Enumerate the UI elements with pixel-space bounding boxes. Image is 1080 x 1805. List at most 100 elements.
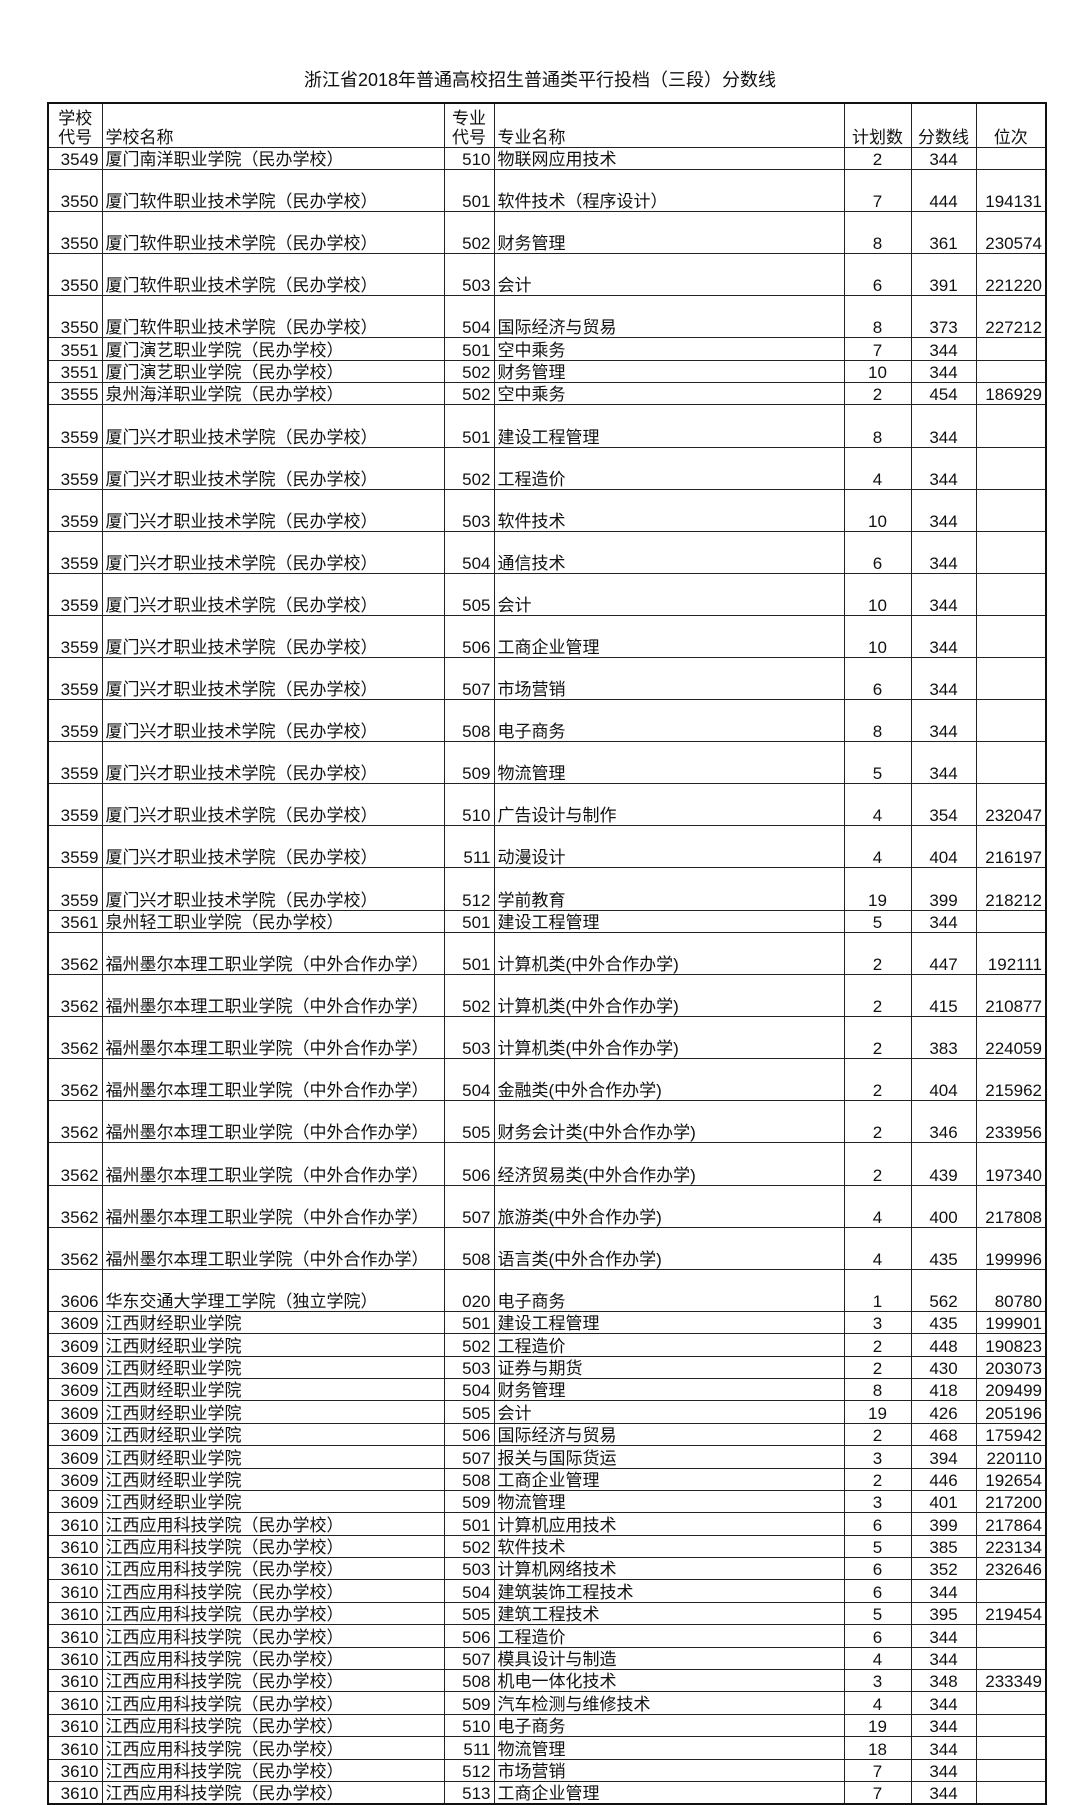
school-name-cell: 厦门软件职业技术学院（民办学校） <box>101 253 445 297</box>
rank-cell: 194131 <box>975 168 1047 212</box>
school-code-cell: 3610 <box>47 1624 103 1648</box>
major-code-cell: 506 <box>443 1142 495 1186</box>
table-row: 3559 厦门兴才职业技术学院（民办学校） 510 广告设计与制作 4 354 232047 <box>47 783 1047 827</box>
table-row: 3559 厦门兴才职业技术学院（民办学校） 502 工程造价 4 344 <box>47 446 1047 490</box>
school-code-cell: 3609 <box>47 1310 103 1335</box>
plan-cell: 2 <box>843 1355 912 1379</box>
major-code-cell: 020 <box>443 1268 495 1312</box>
school-code-cell: 3559 <box>47 404 103 448</box>
major-name-cell: 市场营销 <box>493 656 845 701</box>
school-name-cell: 江西财经职业学院 <box>101 1333 445 1357</box>
school-name-cell: 厦门兴才职业技术学院（民办学校） <box>101 530 445 574</box>
score-cell: 446 <box>910 1467 977 1491</box>
rank-cell <box>975 699 1047 743</box>
major-name-cell: 会计 <box>493 1400 845 1424</box>
major-name-cell: 空中乘务 <box>493 382 845 406</box>
school-code-cell: 3610 <box>47 1691 103 1715</box>
major-name-cell: 财务管理 <box>493 1377 845 1402</box>
major-code-cell: 502 <box>443 1534 495 1559</box>
score-cell: 468 <box>910 1422 977 1447</box>
school-code-cell: 3609 <box>47 1489 103 1514</box>
school-code-cell: 3609 <box>47 1333 103 1357</box>
table-body: 3549 厦门南洋职业学院（民办学校） 510 物联网应用技术 2 344 3550 厦门软件… <box>47 146 1047 1805</box>
plan-cell: 2 <box>843 1467 912 1491</box>
plan-cell: 4 <box>843 1691 912 1715</box>
score-cell: 344 <box>910 1758 977 1783</box>
school-code-cell: 3559 <box>47 488 103 532</box>
major-name-cell: 会计 <box>493 572 845 616</box>
rank-cell <box>975 741 1047 785</box>
plan-cell: 3 <box>843 1445 912 1469</box>
major-name-cell: 汽车检测与维修技术 <box>493 1691 845 1715</box>
school-name-cell: 江西应用科技学院（民办学校） <box>101 1780 445 1805</box>
school-code-cell: 3609 <box>47 1422 103 1447</box>
plan-cell: 5 <box>843 1601 912 1626</box>
score-cell: 444 <box>910 168 977 212</box>
school-name-cell: 华东交通大学理工学院（独立学院） <box>101 1268 445 1312</box>
school-name-cell: 福州墨尔本理工职业学院（中外合作办学） <box>101 1184 445 1228</box>
major-code-cell: 501 <box>443 404 495 448</box>
school-code-cell: 3610 <box>47 1780 103 1805</box>
school-code-cell: 3610 <box>47 1713 103 1738</box>
major-code-cell: 507 <box>443 1646 495 1671</box>
table-row: 3609 江西财经职业学院 505 会计 19 426 205196 <box>47 1400 1047 1424</box>
rank-cell <box>975 1758 1047 1783</box>
major-name-cell: 物流管理 <box>493 741 845 785</box>
score-cell: 354 <box>910 783 977 827</box>
plan-cell: 8 <box>843 404 912 448</box>
score-cell: 448 <box>910 1333 977 1357</box>
document-title: 浙江省2018年普通高校招生普通类平行投档（三段）分数线 <box>303 70 777 90</box>
major-name-cell: 工程造价 <box>493 446 845 490</box>
rank-cell: 192111 <box>975 931 1047 976</box>
school-name-cell: 江西财经职业学院 <box>101 1422 445 1447</box>
header-major-name: 专业名称 <box>493 102 845 148</box>
score-table: 学校代号 学校名称 专业代号 专业名称 计划数 分数线 位次 3549 厦门南洋职… <box>47 102 1047 1805</box>
plan-cell: 5 <box>843 909 912 933</box>
major-name-cell: 建筑装饰工程技术 <box>493 1579 845 1603</box>
major-name-cell: 电子商务 <box>493 1268 845 1312</box>
major-name-cell: 模具设计与制造 <box>493 1646 845 1671</box>
table-row: 3562 福州墨尔本理工职业学院（中外合作办学） 507 旅游类(中外合作办学) 4 40… <box>47 1184 1047 1228</box>
rank-cell: 221220 <box>975 253 1047 297</box>
plan-cell: 3 <box>843 1669 912 1693</box>
major-name-cell: 广告设计与制作 <box>493 783 845 827</box>
plan-cell: 8 <box>843 1377 912 1402</box>
plan-cell: 6 <box>843 656 912 701</box>
major-code-cell: 507 <box>443 656 495 701</box>
header-major-code: 专业代号 <box>443 102 495 148</box>
score-cell: 435 <box>910 1310 977 1335</box>
table-row: 3610 江西应用科技学院（民办学校） 511 物流管理 18 344 <box>47 1736 1047 1760</box>
score-cell: 426 <box>910 1400 977 1424</box>
school-code-cell: 3609 <box>47 1377 103 1402</box>
plan-cell: 19 <box>843 1713 912 1738</box>
major-code-cell: 503 <box>443 1016 495 1060</box>
rank-cell: 192654 <box>975 1467 1047 1491</box>
table-row: 3609 江西财经职业学院 504 财务管理 8 418 209499 <box>47 1377 1047 1402</box>
table-row: 3559 厦门兴才职业技术学院（民办学校） 503 软件技术 10 344 <box>47 488 1047 532</box>
major-name-cell: 学前教育 <box>493 867 845 911</box>
school-code-cell: 3562 <box>47 1142 103 1186</box>
table-row: 3555 泉州海洋职业学院（民办学校） 502 空中乘务 2 454 186929 <box>47 382 1047 406</box>
plan-cell: 7 <box>843 1758 912 1783</box>
table-row: 3610 江西应用科技学院（民办学校） 503 计算机网络技术 6 352 232646 <box>47 1557 1047 1581</box>
school-code-cell: 3561 <box>47 909 103 933</box>
school-code-cell: 3562 <box>47 931 103 976</box>
school-code-cell: 3562 <box>47 974 103 1018</box>
rank-cell: 186929 <box>975 382 1047 406</box>
school-code-cell: 3559 <box>47 783 103 827</box>
school-name-cell: 江西财经职业学院 <box>101 1467 445 1491</box>
table-row: 3609 江西财经职业学院 508 工商企业管理 2 446 192654 <box>47 1467 1047 1491</box>
score-cell: 439 <box>910 1142 977 1186</box>
plan-cell: 3 <box>843 1489 912 1514</box>
major-code-cell: 505 <box>443 1601 495 1626</box>
school-code-cell: 3550 <box>47 168 103 212</box>
school-name-cell: 厦门演艺职业学院（民办学校） <box>101 359 445 384</box>
plan-cell: 10 <box>843 359 912 384</box>
school-code-cell: 3562 <box>47 1058 103 1102</box>
score-cell: 404 <box>910 1058 977 1102</box>
major-name-cell: 计算机类(中外合作办学) <box>493 974 845 1018</box>
table-row: 3559 厦门兴才职业技术学院（民办学校） 508 电子商务 8 344 <box>47 699 1047 743</box>
school-name-cell: 江西应用科技学院（民办学校） <box>101 1669 445 1693</box>
major-name-cell: 物联网应用技术 <box>493 146 845 170</box>
table-row: 3609 江西财经职业学院 506 国际经济与贸易 2 468 175942 <box>47 1422 1047 1447</box>
